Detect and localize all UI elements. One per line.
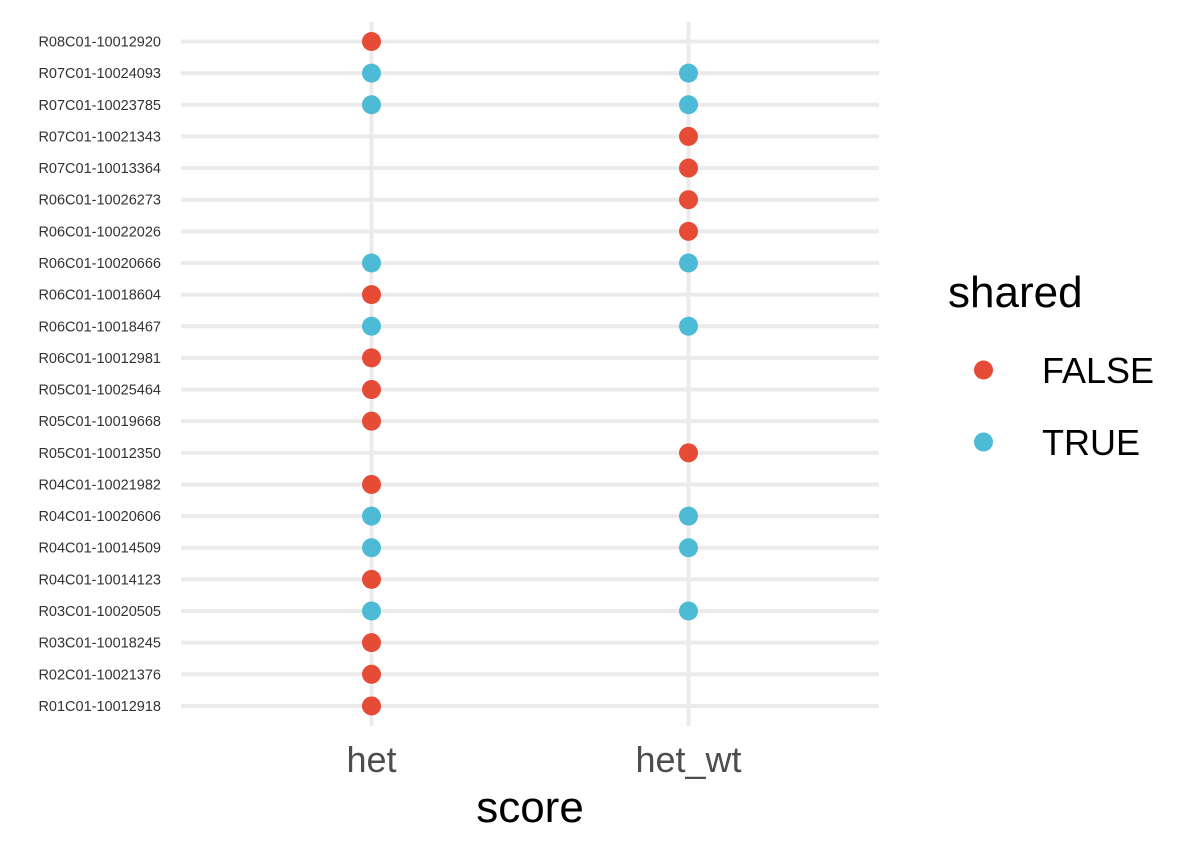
y-tick-label: R07C01-10013364 (38, 161, 161, 177)
data-point-true (362, 316, 381, 336)
data-point-false (362, 380, 381, 400)
y-tick-label: R07C01-10021343 (38, 129, 161, 145)
data-point-false (362, 664, 381, 684)
y-tick-label: R04C01-10021982 (38, 477, 161, 493)
legend-label-true: TRUE (1042, 422, 1140, 463)
y-tick-label: R05C01-10019668 (38, 414, 161, 430)
data-point-true (362, 538, 381, 558)
data-point-false (362, 696, 381, 716)
y-tick-label: R02C01-10021376 (38, 667, 161, 683)
data-point-false (362, 32, 381, 51)
legend-entries: FALSE TRUE (974, 350, 1154, 463)
x-axis-title: score (476, 783, 584, 832)
data-point-false (679, 443, 698, 463)
data-point-true (679, 63, 698, 83)
data-point-true (679, 95, 698, 115)
data-point-false (362, 285, 381, 305)
data-point-true (679, 316, 698, 336)
data-point-true (362, 253, 381, 273)
y-tick-label: R07C01-10023785 (38, 98, 161, 114)
data-point-true (362, 506, 381, 526)
data-point-true (679, 253, 698, 273)
data-point-false (362, 569, 381, 589)
y-tick-label: R04C01-10014509 (38, 541, 161, 557)
y-tick-label: R06C01-10022026 (38, 224, 161, 240)
legend-title: shared (948, 268, 1083, 317)
data-point-true (362, 63, 381, 83)
y-tick-label: R04C01-10020606 (38, 509, 161, 525)
data-point-true (679, 538, 698, 558)
data-point-false (362, 633, 381, 653)
data-point-true (362, 601, 381, 621)
y-tick-label: R06C01-10018604 (38, 288, 161, 304)
y-tick-label: R03C01-10020505 (38, 604, 161, 620)
legend: shared FALSE TRUE (948, 268, 1154, 463)
data-point-true (362, 95, 381, 115)
grid-lines (181, 22, 879, 726)
x-tick-label: het_wt (635, 739, 741, 780)
data-point-false (362, 348, 381, 368)
y-tick-label: R06C01-10012981 (38, 351, 161, 367)
data-point-true (679, 506, 698, 526)
y-tick-label: R06C01-10020666 (38, 256, 161, 272)
y-tick-label: R05C01-10012350 (38, 446, 161, 462)
y-tick-label: R08C01-10012920 (38, 35, 161, 51)
data-points (362, 32, 698, 716)
data-point-false (679, 190, 698, 210)
legend-key-true (974, 432, 993, 452)
data-point-false (362, 474, 381, 494)
y-tick-label: R05C01-10025464 (38, 383, 161, 399)
y-axis-tick-labels: R08C01-10012920 R07C01-10024093 R07C01-100… (38, 35, 161, 715)
y-tick-label: R01C01-10012918 (38, 699, 161, 715)
data-point-false (679, 126, 698, 146)
data-point-false (679, 221, 698, 241)
x-axis-tick-labels: het het_wt (346, 739, 741, 780)
legend-key-false (974, 360, 993, 380)
data-point-true (679, 601, 698, 621)
y-tick-label: R04C01-10014123 (38, 572, 161, 588)
y-tick-label: R06C01-10026273 (38, 193, 161, 209)
y-tick-label: R06C01-10018467 (38, 319, 161, 335)
legend-label-false: FALSE (1042, 350, 1154, 391)
y-tick-label: R03C01-10018245 (38, 636, 161, 652)
data-point-false (362, 411, 381, 431)
y-tick-label: R07C01-10024093 (38, 66, 161, 82)
x-tick-label: het (346, 739, 396, 780)
data-point-false (679, 158, 698, 178)
